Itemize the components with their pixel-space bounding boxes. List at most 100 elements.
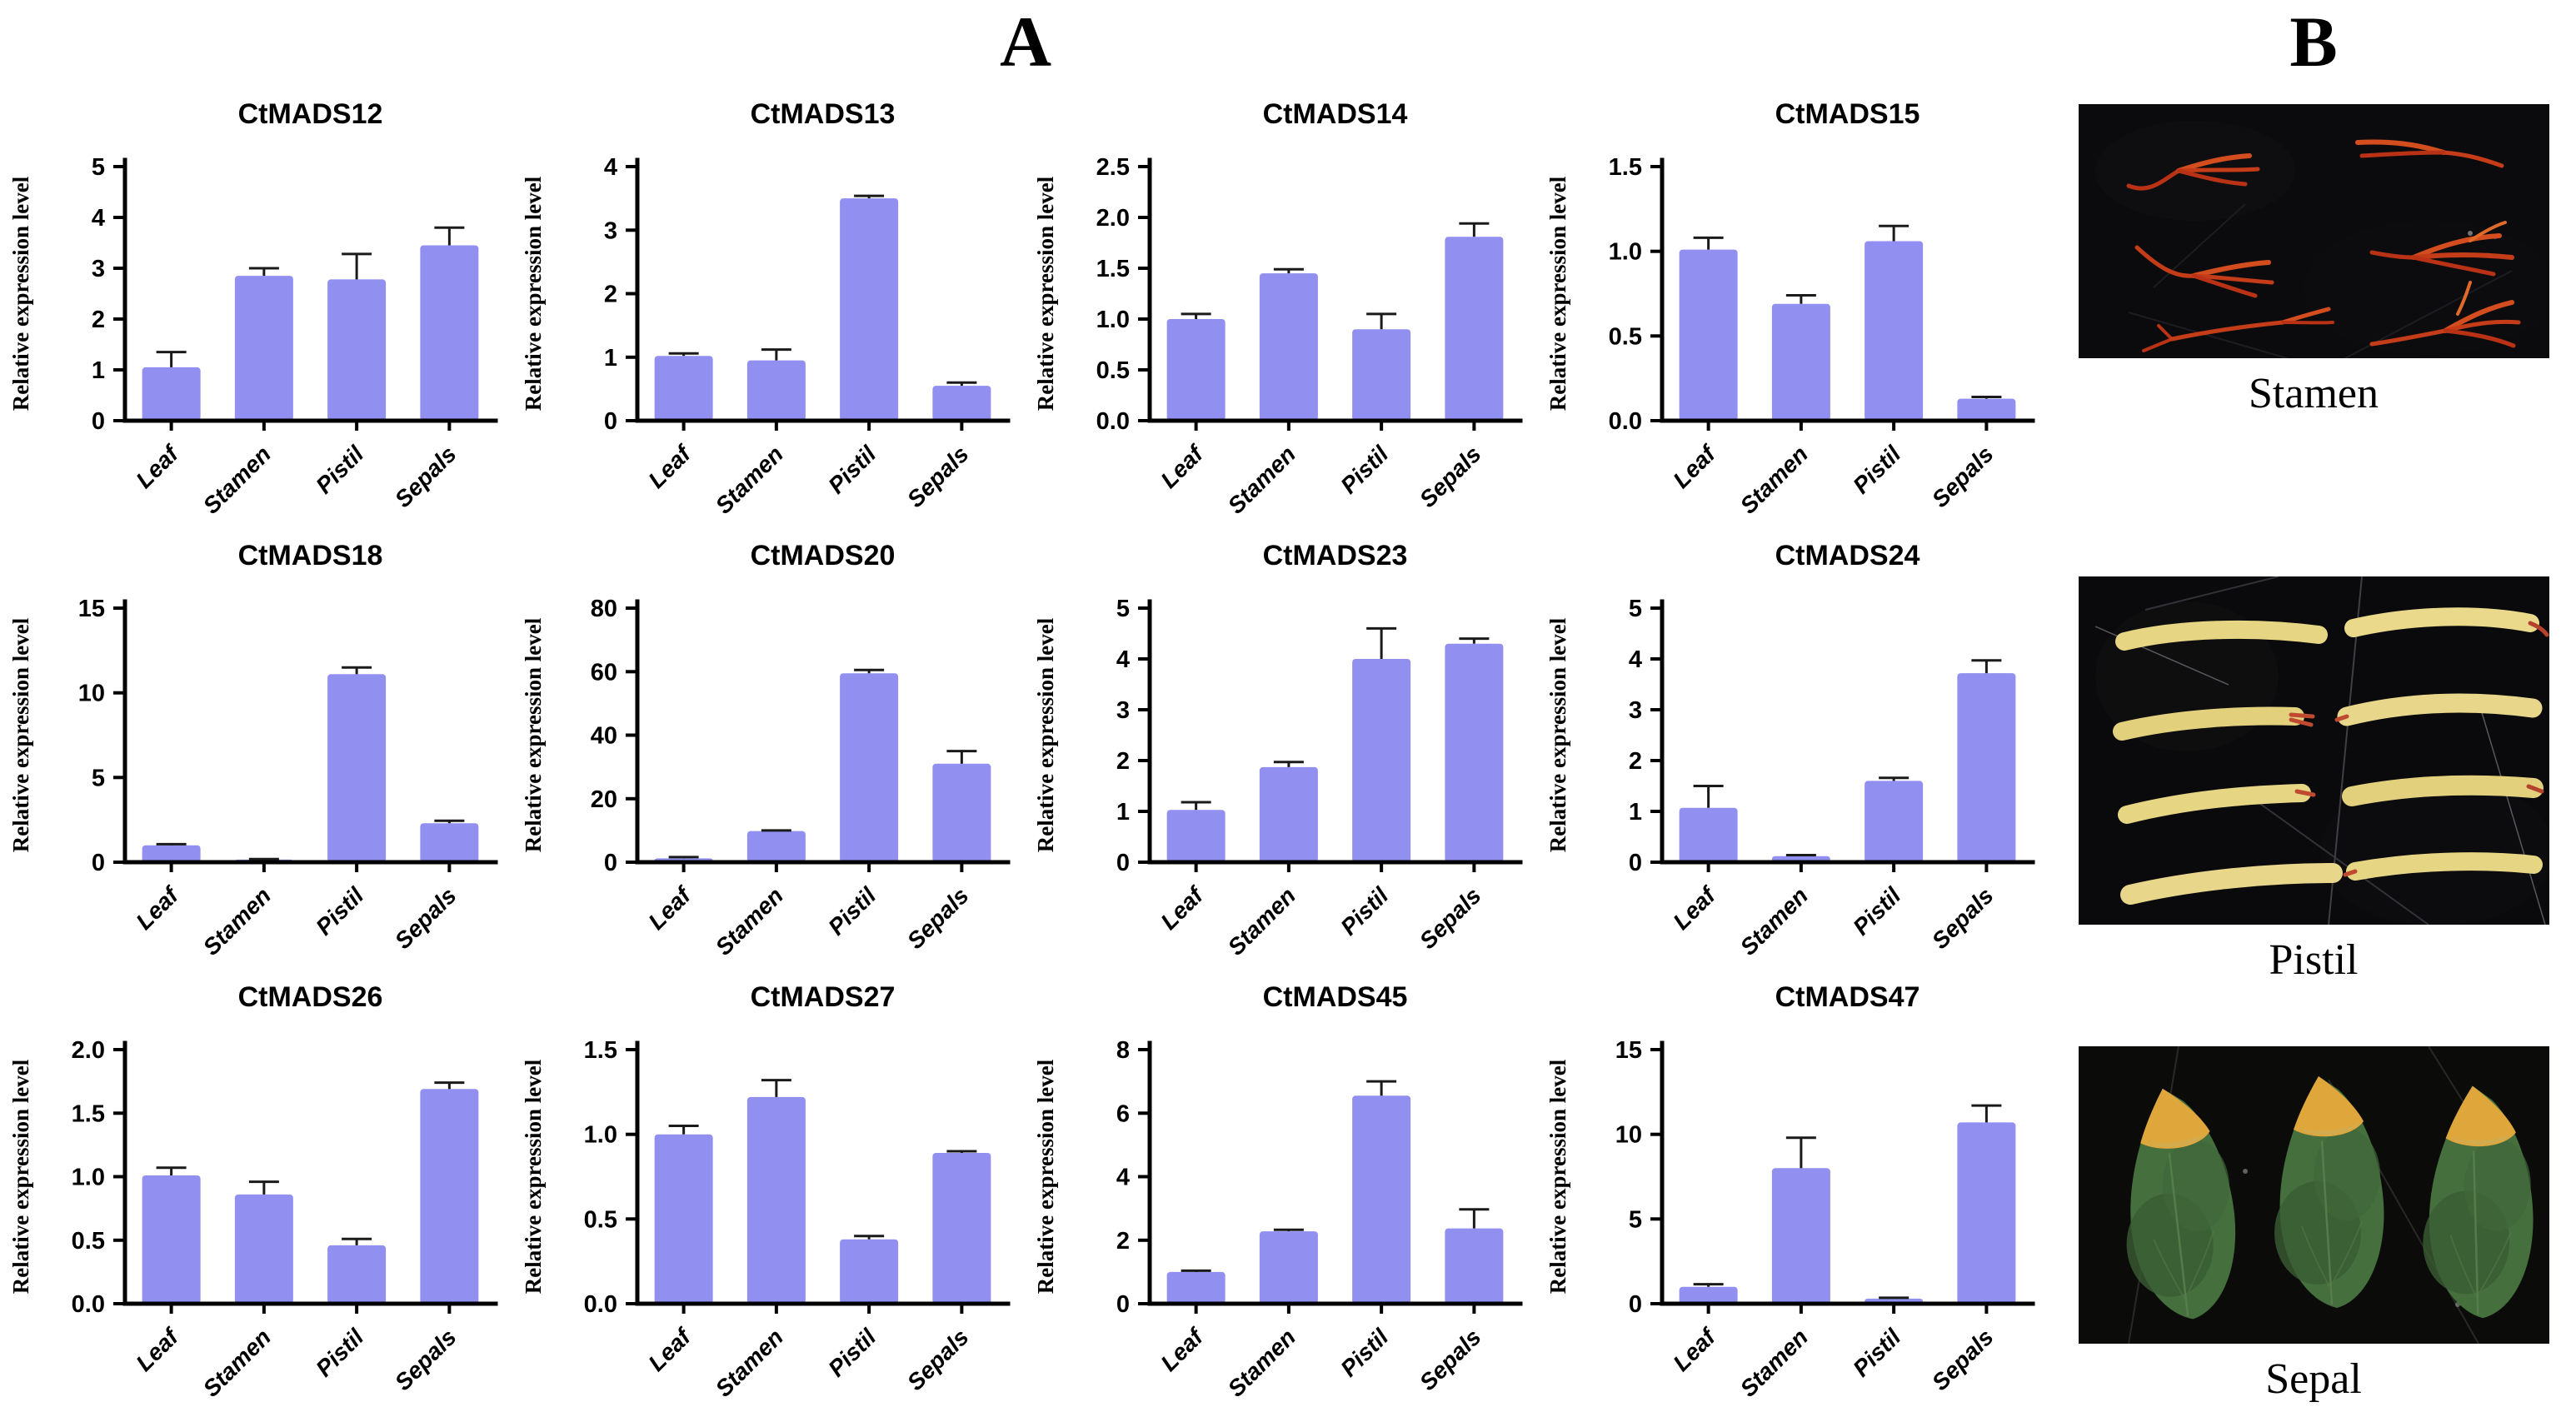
panel-b: B [2051,0,2576,1412]
panel-a: A CtMADS12 Relative expression level 0 1 2 3 4… [0,2,2049,1408]
y-tick-label: 10 [1615,1122,1642,1149]
x-tick-label: Pistil [1848,440,1906,498]
y-tick-label: 2 [1116,1228,1130,1255]
pistil-photo [2078,576,2549,925]
sepal-shapes [2117,1075,2539,1324]
bar-pistil [1352,329,1411,421]
expression-chart-ctmads15: CtMADS15 Relative expression level 0.0 0.5 1… [1537,83,2049,525]
y-tick-label: 0.5 [1609,323,1642,350]
bar-sepals [932,763,991,862]
x-tick-label: Pistil [311,440,369,498]
bar-leaf [1166,319,1226,421]
chart-title: CtMADS23 [1263,540,1408,571]
bar-sepals [420,823,479,862]
y-tick-label: 5 [1116,596,1130,622]
chart-title: CtMADS27 [751,981,896,1013]
x-tick-label: Leaf [131,1322,185,1376]
y-tick-label: 1.0 [72,1165,105,1191]
x-tick-label: Sepals [1415,882,1486,954]
bar-pistil [1865,781,1924,862]
chart-title: CtMADS15 [1775,98,1920,130]
x-tick-label: Pistil [1335,1323,1394,1381]
y-tick-label: 60 [591,659,617,686]
y-tick-label: 4 [1629,646,1642,673]
y-tick-label: 2.0 [72,1037,105,1064]
bar-pistil [327,279,387,421]
bar-chart-svg: CtMADS18 Relative expression level 0 5 10 15 L… [8,540,498,960]
expression-chart-ctmads45: CtMADS45 Relative expression level 0 2 4 6 8 Le… [1025,966,1537,1408]
bar-pistil [840,673,899,862]
expression-chart-ctmads20: CtMADS20 Relative expression level 0 20 40 60… [512,525,1025,966]
expression-chart-ctmads18: CtMADS18 Relative expression level 0 5 10 15 L… [0,525,512,966]
bar-chart-svg: CtMADS20 Relative expression level 0 20 40 60… [521,540,1011,960]
y-tick-label: 80 [591,596,617,622]
x-tick-label: Sepals [390,882,462,954]
x-tick-label: Pistil [311,881,369,940]
y-tick-label: 8 [1116,1037,1130,1064]
y-tick-label: 1 [604,345,617,372]
x-tick-label: Leaf [1668,1322,1722,1376]
bar-pistil [1352,659,1411,862]
bar-leaf [654,1134,713,1304]
bar-sepals [932,1153,991,1304]
y-tick-label: 0 [1629,1291,1642,1318]
x-tick-label: Sepals [1927,1324,1999,1395]
y-axis-label: Relative expression level [521,176,546,411]
x-tick-label: Leaf [1156,1322,1210,1376]
x-tick-label: Stamen [198,1324,276,1401]
expression-chart-ctmads14: CtMADS14 Relative expression level 0.0 0.5 1… [1025,83,1537,525]
bar-leaf [1166,1271,1226,1304]
y-tick-label: 6 [1116,1100,1130,1127]
bar-chart-svg: CtMADS15 Relative expression level 0.0 0.5 1… [1545,98,2035,519]
y-tick-label: 5 [1629,1206,1642,1233]
y-tick-label: 0 [92,408,105,435]
x-tick-label: Sepals [1415,441,1486,512]
x-tick-label: Stamen [1223,441,1300,518]
bar-stamen [746,360,806,421]
y-tick-label: 0 [1629,850,1642,876]
bar-pistil [327,674,387,862]
y-tick-label: 0.5 [1096,357,1130,384]
pistil-shapes [2112,607,2549,905]
x-tick-label: Stamen [711,882,788,960]
y-tick-label: 5 [92,765,105,791]
x-tick-label: Pistil [1335,440,1394,498]
y-tick-label: 1.0 [584,1122,617,1149]
x-tick-label: Sepals [390,1324,462,1395]
bar-sepals [1445,1228,1504,1304]
x-tick-label: Stamen [711,1324,788,1401]
bar-pistil [840,198,899,421]
bar-sepals [420,1089,479,1304]
bar-stamen [746,1096,806,1304]
bar-stamen [746,831,806,862]
y-tick-label: 5 [92,154,105,181]
bar-chart-svg: CtMADS13 Relative expression level 0 1 2 3 4 Le… [521,98,1011,519]
bar-chart-svg: CtMADS14 Relative expression level 0.0 0.5 1… [1033,98,1523,519]
y-tick-label: 1.0 [1609,239,1642,266]
y-axis-label: Relative expression level [521,1059,546,1294]
y-tick-label: 1.5 [1609,154,1642,181]
y-tick-label: 2 [92,307,105,333]
y-tick-label: 4 [604,154,617,181]
y-tick-label: 0 [1116,1291,1130,1318]
bar-chart-svg: CtMADS45 Relative expression level 0 2 4 6 8 Le… [1033,981,1523,1402]
y-tick-label: 0.5 [584,1206,617,1233]
bar-chart-svg: CtMADS47 Relative expression level 0 5 10 15 L… [1545,981,2035,1402]
y-axis-label: Relative expression level [8,617,33,852]
x-tick-label: Stamen [198,882,276,960]
bar-stamen [1259,1231,1318,1304]
bar-leaf [1679,1286,1738,1304]
y-tick-label: 0.0 [1609,408,1642,435]
expression-chart-ctmads23: CtMADS23 Relative expression level 0 1 2 3 4 5 L… [1025,525,1537,966]
stamen-photo [2078,104,2549,358]
expression-chart-ctmads47: CtMADS47 Relative expression level 0 5 10 15 L… [1537,966,2049,1408]
x-tick-label: Leaf [643,439,697,493]
x-tick-label: Sepals [902,1324,974,1395]
x-tick-label: Sepals [902,882,974,954]
bar-sepals [1957,398,2016,421]
y-tick-label: 40 [591,723,617,750]
bar-pistil [840,1239,899,1304]
x-tick-label: Leaf [1668,439,1722,493]
x-tick-label: Leaf [643,1322,697,1376]
expression-chart-ctmads26: CtMADS26 Relative expression level 0.0 0.5 1… [0,966,512,1408]
